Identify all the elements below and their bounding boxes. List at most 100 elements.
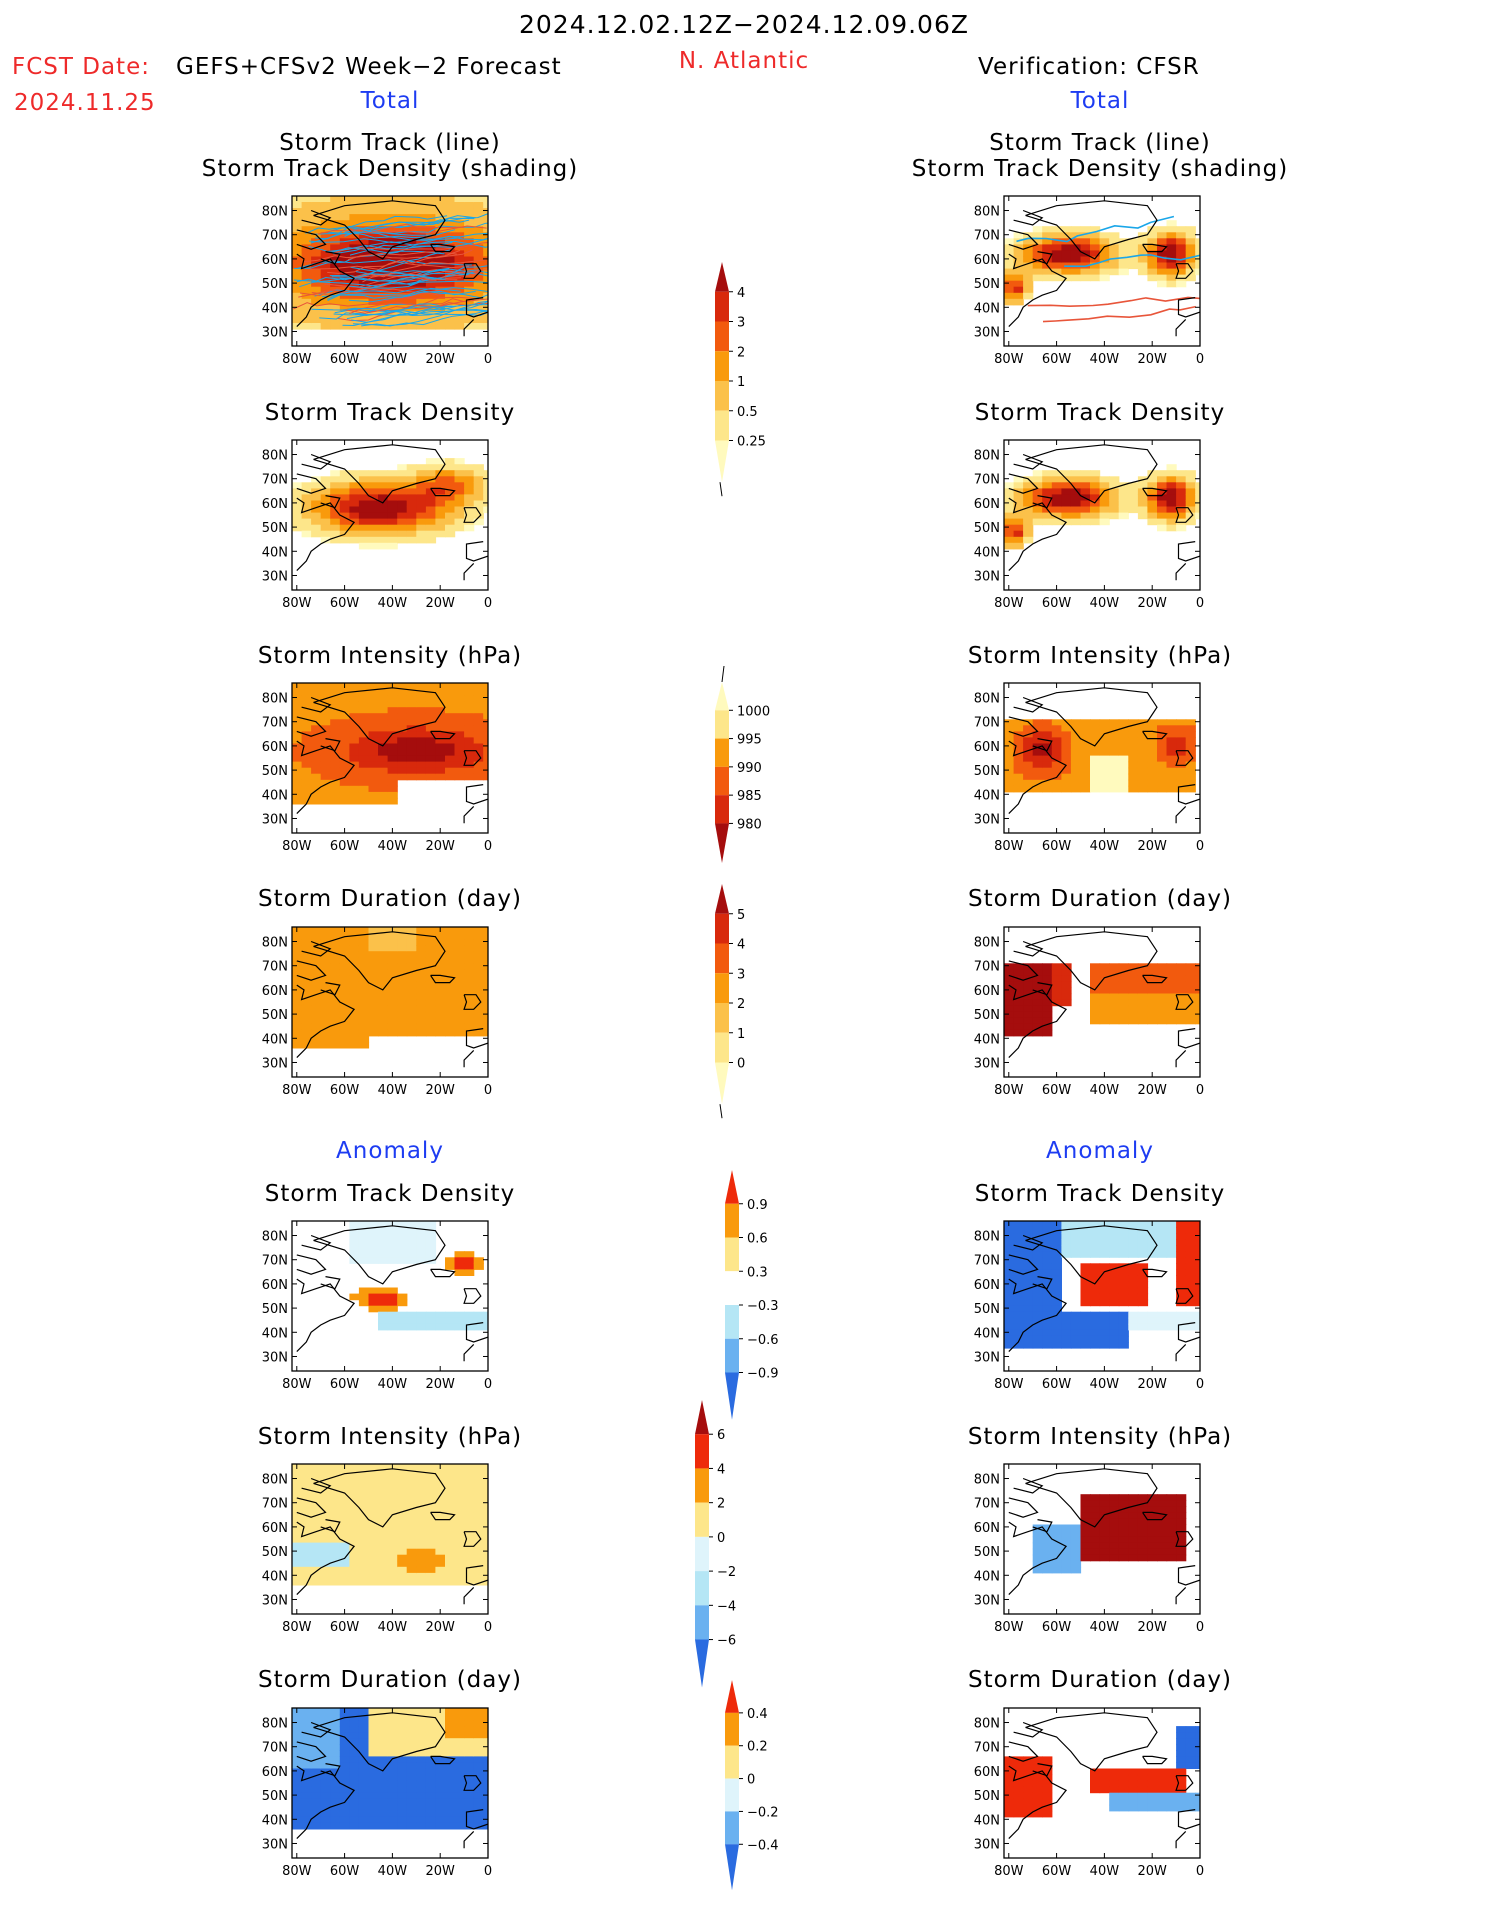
shade-cell	[1166, 993, 1177, 1001]
shade-cell	[1051, 743, 1062, 751]
shade-cell	[1051, 969, 1062, 976]
shade-cell	[368, 773, 379, 781]
shade-cell	[1166, 1774, 1177, 1782]
shade-cell	[1166, 1017, 1177, 1025]
shade-cell	[1090, 1530, 1101, 1538]
shade-cell	[349, 767, 360, 775]
shade-cell	[1061, 737, 1072, 744]
shade-cell	[358, 1293, 370, 1301]
shade-cell	[358, 506, 370, 514]
shade-cell	[1023, 1798, 1034, 1806]
shade-cell	[301, 250, 312, 257]
shade-cell	[1176, 1738, 1187, 1745]
shade-cell	[1118, 1287, 1129, 1295]
shade-cell	[330, 1011, 341, 1019]
shade-cell	[1128, 1263, 1139, 1270]
shade-cell	[406, 987, 417, 995]
shade-cell	[425, 737, 437, 744]
shade-cell	[301, 202, 312, 209]
shade-cell	[425, 280, 437, 288]
shade-cell	[1147, 981, 1158, 988]
shade-cell	[406, 482, 417, 489]
shade-cell	[445, 1572, 456, 1580]
shade-cell	[311, 1554, 322, 1562]
coastline	[1008, 740, 1068, 815]
shade-cell	[454, 1524, 465, 1532]
title-track-shading-forecast: Storm Track Density (shading)	[201, 156, 579, 182]
shade-cell	[387, 1488, 398, 1495]
shade-cell	[1099, 488, 1110, 495]
shade-cell	[1004, 963, 1015, 970]
shade-cell	[1166, 975, 1177, 982]
shade-cell	[387, 945, 398, 952]
shade-cell	[483, 1476, 488, 1483]
coastline	[320, 495, 341, 509]
shade-cell	[1032, 238, 1043, 245]
shade-cell	[387, 304, 398, 312]
lat-label: 80N	[974, 449, 1000, 464]
shade-cell	[473, 707, 484, 714]
shade-cell	[445, 256, 456, 264]
shade-cell	[349, 1017, 360, 1025]
shade-cell	[1004, 286, 1015, 294]
shade-cell	[292, 1714, 303, 1721]
shade-cell	[368, 1476, 379, 1483]
shade-cell	[368, 1738, 379, 1745]
shade-cell	[1051, 1342, 1062, 1349]
shade-cell	[1042, 268, 1053, 276]
shade-cell	[464, 1714, 475, 1721]
shade-cell	[387, 1578, 398, 1586]
shade-cell	[358, 725, 370, 732]
shade-cell	[368, 1804, 379, 1812]
shade-cell	[339, 317, 350, 324]
shade-cell	[311, 1822, 322, 1830]
lat-label: 40N	[262, 545, 288, 560]
shade-cell	[1042, 731, 1053, 738]
shade-cell	[1176, 500, 1187, 508]
lat-label: 70N	[262, 1497, 288, 1512]
lon-label: 60W	[330, 1620, 360, 1635]
shade-cell	[339, 1726, 350, 1733]
shade-cell	[311, 1023, 322, 1031]
shade-cell	[1023, 1762, 1034, 1769]
shade-cell	[1166, 274, 1177, 282]
shade-cell	[320, 707, 331, 714]
shade-cell	[358, 256, 370, 264]
shade-cell	[378, 1323, 389, 1331]
shade-cell	[416, 737, 427, 744]
shade-cell	[1004, 969, 1015, 976]
shade-cell	[435, 488, 446, 495]
colorbar-label: 0.3	[747, 1265, 768, 1280]
shade-cell	[1090, 494, 1101, 501]
shade-cell	[378, 214, 389, 221]
shade-cell	[1176, 779, 1187, 787]
shade-cell	[349, 689, 360, 696]
shade-cell	[1090, 1548, 1101, 1556]
shade-cell	[1166, 755, 1177, 763]
shade-cell	[1090, 1311, 1101, 1319]
lat-label: 80N	[262, 936, 288, 951]
shade-cell	[1166, 1554, 1177, 1562]
shade-cell	[349, 1774, 360, 1782]
shade-cell	[368, 238, 379, 245]
shade-cell	[473, 743, 484, 751]
shade-cell	[1166, 244, 1177, 251]
shade-cell	[397, 707, 408, 714]
shade-cell	[473, 1762, 484, 1769]
shade-cell	[301, 1023, 312, 1031]
shade-cell	[483, 749, 488, 757]
shade-cell	[339, 725, 350, 732]
shade-cell	[1099, 1017, 1110, 1025]
shade-cell	[1195, 1275, 1200, 1282]
colorbar-label: −0.3	[747, 1299, 779, 1314]
shade-cell	[349, 470, 360, 477]
shade-cell	[425, 530, 437, 538]
lat-label: 50N	[262, 1789, 288, 1804]
shade-cell	[1147, 494, 1158, 501]
lat-label: 60N	[262, 497, 288, 512]
shade-cell	[1128, 1239, 1139, 1246]
shade-cell	[1109, 238, 1120, 245]
shade-cell	[349, 1768, 360, 1776]
shade-cell	[311, 1768, 322, 1776]
shade-cell	[1109, 749, 1120, 757]
